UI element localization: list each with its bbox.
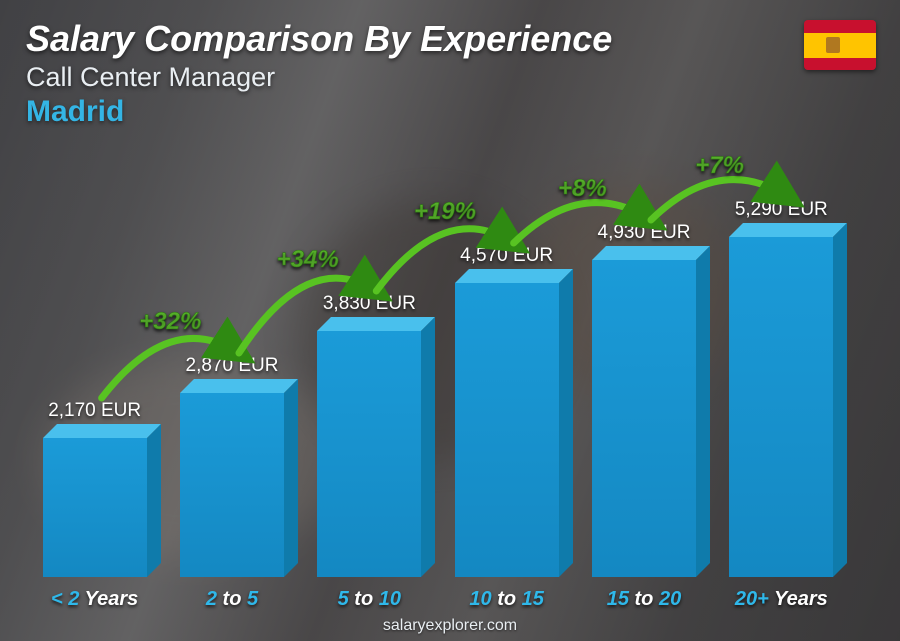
flag-spain-icon — [804, 20, 876, 70]
bar-slot: 5,290 EUR — [713, 156, 850, 577]
x-axis-tick: 2 to 5 — [163, 588, 300, 611]
bars-row: 2,170 EUR 2,870 EUR 3,830 EUR 4,570 EUR … — [26, 156, 850, 577]
infographic-canvas: Salary Comparison By Experience Call Cen… — [0, 0, 900, 641]
bar-side-face — [559, 269, 573, 577]
bar — [729, 237, 833, 577]
bar-side-face — [284, 379, 298, 577]
bar-front-face — [180, 393, 284, 577]
bar-slot: 2,170 EUR — [26, 156, 163, 577]
flag-emblem — [826, 37, 840, 53]
flag-stripe-mid — [804, 33, 876, 58]
bar-front-face — [43, 438, 147, 577]
chart-title: Salary Comparison By Experience — [26, 18, 612, 60]
chart-subtitle: Call Center Manager — [26, 62, 612, 93]
bar — [180, 393, 284, 577]
bar — [592, 260, 696, 577]
footer-attribution: salaryexplorer.com — [0, 617, 900, 635]
bar-chart: 2,170 EUR 2,870 EUR 3,830 EUR 4,570 EUR … — [26, 156, 850, 577]
bar-side-face — [421, 317, 435, 577]
bar-value-label: 2,870 EUR — [186, 355, 279, 377]
bar-front-face — [592, 260, 696, 577]
bar-value-label: 2,170 EUR — [48, 400, 141, 422]
bar-value-label: 3,830 EUR — [323, 293, 416, 315]
bar-slot: 4,570 EUR — [438, 156, 575, 577]
bar-slot: 3,830 EUR — [301, 156, 438, 577]
bar-value-label: 4,570 EUR — [460, 245, 553, 267]
header: Salary Comparison By Experience Call Cen… — [26, 18, 612, 129]
x-axis-tick: 5 to 10 — [301, 588, 438, 611]
bar-top-face — [455, 269, 573, 283]
x-axis-tick: < 2 Years — [26, 588, 163, 611]
bar-side-face — [833, 223, 847, 577]
bar-top-face — [729, 223, 847, 237]
bar-value-label: 4,930 EUR — [598, 222, 691, 244]
chart-location: Madrid — [26, 95, 612, 129]
bar-front-face — [317, 331, 421, 577]
bar-top-face — [592, 246, 710, 260]
x-axis-tick: 20+ Years — [713, 588, 850, 611]
bar — [317, 331, 421, 577]
bar-side-face — [147, 424, 161, 577]
bar-slot: 4,930 EUR — [575, 156, 712, 577]
bar-top-face — [317, 317, 435, 331]
x-axis-tick: 10 to 15 — [438, 588, 575, 611]
bar-top-face — [180, 379, 298, 393]
bar-side-face — [696, 246, 710, 577]
bar-front-face — [729, 237, 833, 577]
x-axis: < 2 Years2 to 55 to 1010 to 1515 to 2020… — [26, 588, 850, 611]
bar-top-face — [43, 424, 161, 438]
bar-value-label: 5,290 EUR — [735, 199, 828, 221]
bar-slot: 2,870 EUR — [163, 156, 300, 577]
bar-front-face — [455, 283, 559, 577]
x-axis-tick: 15 to 20 — [575, 588, 712, 611]
bar — [455, 283, 559, 577]
flag-stripe-bot — [804, 58, 876, 71]
flag-stripe-top — [804, 20, 876, 33]
bar — [43, 438, 147, 577]
